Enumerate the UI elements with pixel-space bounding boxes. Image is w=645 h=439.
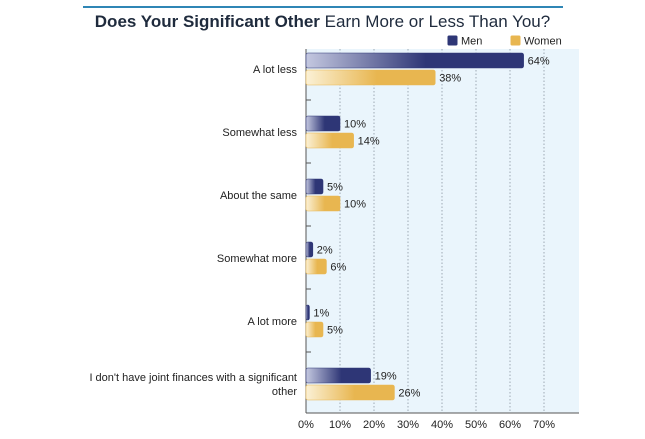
x-tick-label: 10% [329, 419, 351, 431]
bar-men [305, 115, 341, 132]
category-label: A lot less [253, 64, 298, 76]
x-tick-label: 60% [499, 419, 521, 431]
category-label: Somewhat more [217, 253, 297, 265]
bar-women [305, 195, 341, 212]
bar-men [305, 367, 371, 384]
x-tick-label: 50% [465, 419, 487, 431]
chart-title-bold: Does Your Significant Other [94, 12, 320, 31]
legend-label-women: Women [524, 36, 562, 48]
data-label-men: 19% [375, 371, 397, 383]
x-tick-label: 20% [363, 419, 385, 431]
bar-women [305, 384, 395, 401]
title-rule [83, 6, 563, 8]
data-label-women: 10% [344, 199, 366, 211]
bar-men [305, 52, 524, 69]
plot-background [306, 49, 579, 413]
data-label-men: 64% [528, 56, 550, 68]
bar-men [305, 178, 324, 195]
category-label: A lot more [247, 316, 297, 328]
chart-title-rest: Earn More or Less Than You? [324, 12, 551, 31]
bar-women [305, 69, 436, 86]
bar-men [305, 241, 314, 258]
data-label-women: 5% [327, 325, 343, 337]
data-label-men: 1% [313, 308, 329, 320]
category-label: Somewhat less [222, 127, 297, 139]
data-label-men: 2% [317, 245, 333, 257]
bar-men [305, 304, 310, 321]
category-label: About the same [220, 190, 297, 202]
data-label-women: 26% [398, 388, 420, 400]
chart-title: Does Your Significant Other Earn More or… [0, 12, 645, 32]
category-label: other [272, 386, 297, 398]
x-tick-label: 70% [533, 419, 555, 431]
x-tick-label: 30% [397, 419, 419, 431]
legend-label-men: Men [461, 36, 482, 48]
bar-women [305, 132, 354, 149]
data-label-women: 6% [330, 262, 346, 274]
x-tick-label: 0% [298, 419, 314, 431]
bar-women [305, 258, 327, 275]
data-label-women: 38% [439, 73, 461, 85]
x-tick-label: 40% [431, 419, 453, 431]
category-label: I don't have joint finances with a signi… [89, 372, 297, 384]
legend-swatch-women [510, 35, 521, 46]
data-label-men: 5% [327, 182, 343, 194]
legend-swatch-men [447, 35, 458, 46]
data-label-men: 10% [344, 119, 366, 131]
bar-women [305, 321, 324, 338]
data-label-women: 14% [358, 136, 380, 148]
